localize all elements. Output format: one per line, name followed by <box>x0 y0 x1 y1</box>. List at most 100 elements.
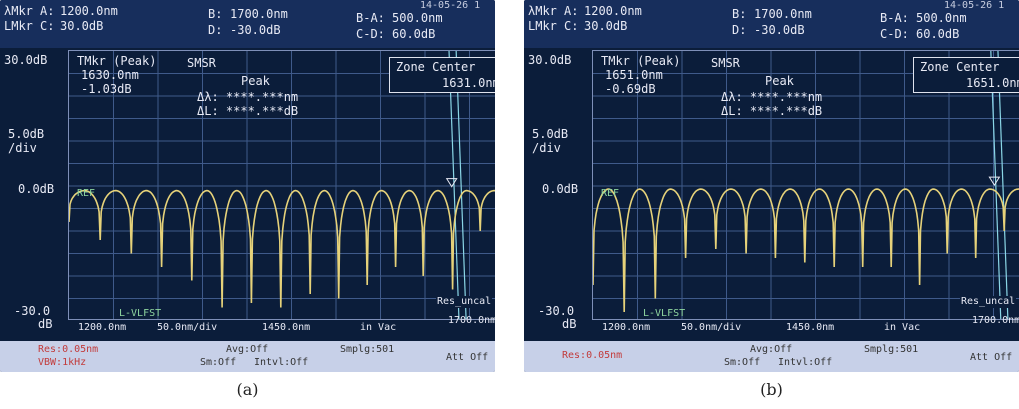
ref-marker: REF <box>601 188 620 199</box>
marker-c-value: 30.0dB <box>584 19 628 33</box>
zone-line <box>997 51 1009 319</box>
axis-center: 1450.0nm <box>786 322 835 333</box>
sampling-setting[interactable]: Smplg:501 <box>864 344 919 355</box>
trace-plot: REF L-VLFST TMkr (Peak) 1651.0nm -0.69dB… <box>592 50 1019 320</box>
scale-value: 5.0dB <box>532 127 569 141</box>
marker-ba-value: 500.0nm <box>916 11 967 25</box>
zone-center-value: 1631.0nm <box>442 76 495 90</box>
osa-screen-a: λMkr A: 1200.0nm LMkr C: 30.0dB B: 1700.… <box>0 0 495 372</box>
bottom-level: -30.0 <box>538 304 575 318</box>
attenuation-setting[interactable]: Att Off <box>446 352 489 363</box>
peak-marker-icon <box>988 176 1001 187</box>
marker-d-label: D: <box>208 23 223 37</box>
marker-c-value: 30.0dB <box>60 19 104 33</box>
marker-cd-value: 60.0dB <box>392 27 436 41</box>
trace-svg <box>593 51 1019 319</box>
averaging-setting[interactable]: Avg:Off <box>226 344 269 355</box>
trace-svg <box>69 51 495 319</box>
marker-cd-value: 60.0dB <box>916 27 960 41</box>
peak-label: Peak <box>241 74 270 88</box>
sampling-setting[interactable]: Smplg:501 <box>340 344 395 355</box>
axis-center: 1450.0nm <box>262 322 311 333</box>
zone-center-box[interactable]: Zone Center 1631.0nm <box>389 57 495 93</box>
timestamp: 14-05-26 1 <box>944 0 1005 11</box>
delta-level: ΔL: ****.***dB <box>197 104 299 118</box>
resolution-setting[interactable]: Res:0.05nm <box>562 350 623 361</box>
res-uncal-badge: Res_uncal <box>436 296 493 308</box>
bottom-unit: dB <box>38 317 53 331</box>
marker-a-value: 1200.0nm <box>584 4 642 18</box>
reference-level: 30.0dB <box>4 53 48 67</box>
delta-lambda: Δλ: ****.***nm <box>197 90 299 104</box>
level-marker-label: LMkr <box>528 19 557 33</box>
marker-d-value: -30.0dB <box>754 23 805 37</box>
axis-start: 1200.0nm <box>78 322 127 333</box>
zone-center-box[interactable]: Zone Center 1651.0nm <box>913 57 1019 93</box>
marker-b-value: 1700.0nm <box>230 7 288 21</box>
zone-line <box>455 51 467 319</box>
marker-header: λMkr A: 1200.0nm LMkr C: 30.0dB B: 1700.… <box>524 0 1019 48</box>
bottom-level: -30.0 <box>14 304 51 318</box>
delta-level: ΔL: ****.***dB <box>721 104 823 118</box>
zero-level: 0.0dB <box>542 182 579 196</box>
axis-per-div: 50.0nm/div <box>681 322 742 333</box>
smsr-label: SMSR <box>187 56 216 70</box>
osa-screen-b: λMkr A: 1200.0nm LMkr C: 30.0dB B: 1700.… <box>524 0 1019 372</box>
marker-cd-label: C-D: <box>356 27 385 41</box>
smsr-label: SMSR <box>711 56 740 70</box>
vbw-setting[interactable]: VBW:1kHz <box>38 357 87 368</box>
trace-marker-level: -1.03dB <box>81 82 132 96</box>
averaging-setting[interactable]: Avg:Off <box>750 344 793 355</box>
marker-c-label: C: <box>564 19 579 33</box>
marker-header: λMkr A: 1200.0nm LMkr C: 30.0dB B: 1700.… <box>0 0 495 48</box>
zone-line <box>990 51 1002 319</box>
attenuation-setting[interactable]: Att Off <box>970 352 1013 363</box>
marker-ba-label: B-A: <box>356 11 385 25</box>
lambda-marker-label: λMkr <box>528 4 557 18</box>
interval-setting[interactable]: Intvl:Off <box>254 357 309 368</box>
trace-marker-wavelength: 1651.0nm <box>605 68 663 82</box>
marker-a-label: A: <box>564 4 579 18</box>
smoothing-setting[interactable]: Sm:Off <box>724 357 761 368</box>
zone-center-value: 1651.0nm <box>966 76 1019 90</box>
settings-bar: Res:0.05nm Avg:Off Sm:Off Intvl:Off Smpl… <box>524 341 1019 372</box>
res-uncal-badge: Res_uncal <box>960 296 1017 308</box>
level-marker-label: LMkr <box>4 19 33 33</box>
marker-ba-label: B-A: <box>880 11 909 25</box>
scale-unit: /div <box>8 141 37 155</box>
ref-marker: REF <box>77 188 96 199</box>
spectrum-trace <box>593 188 1019 313</box>
marker-a-label: A: <box>40 4 55 18</box>
trace-plot: REF L-VLFST TMkr (Peak) 1630.0nm -1.03dB… <box>68 50 495 320</box>
marker-d-label: D: <box>732 23 747 37</box>
trace-marker-title: TMkr (Peak) <box>77 54 157 68</box>
delta-lambda: Δλ: ****.***nm <box>721 90 823 104</box>
interval-setting[interactable]: Intvl:Off <box>778 357 833 368</box>
axis-medium: in Vac <box>884 322 921 333</box>
zero-level: 0.0dB <box>18 182 55 196</box>
trace-marker-level: -0.69dB <box>605 82 656 96</box>
resolution-setting[interactable]: Res:0.05nm <box>38 344 99 355</box>
reference-level: 30.0dB <box>528 53 572 67</box>
marker-cd-label: C-D: <box>880 27 909 41</box>
timestamp: 14-05-26 1 <box>420 0 481 11</box>
marker-d-value: -30.0dB <box>230 23 281 37</box>
peak-marker-icon <box>445 178 458 188</box>
caption-a: (a) <box>236 380 259 399</box>
trace-marker-title: TMkr (Peak) <box>601 54 681 68</box>
axis-start: 1200.0nm <box>602 322 651 333</box>
lvlfst-label: L-VLFST <box>119 308 162 319</box>
lvlfst-label: L-VLFST <box>643 308 686 319</box>
marker-ba-value: 500.0nm <box>392 11 443 25</box>
axis-stop: 1700.0nm <box>448 315 495 326</box>
spectrum-trace <box>69 189 495 308</box>
peak-label: Peak <box>765 74 794 88</box>
marker-b-value: 1700.0nm <box>754 7 812 21</box>
smoothing-setting[interactable]: Sm:Off <box>200 357 237 368</box>
lambda-marker-label: λMkr <box>4 4 33 18</box>
settings-bar: Res:0.05nm VBW:1kHz Avg:Off Sm:Off Intvl… <box>0 341 495 372</box>
zone-center-title: Zone Center <box>920 60 1000 74</box>
caption-b: (b) <box>760 380 783 399</box>
zone-line <box>448 51 460 319</box>
axis-medium: in Vac <box>360 322 397 333</box>
